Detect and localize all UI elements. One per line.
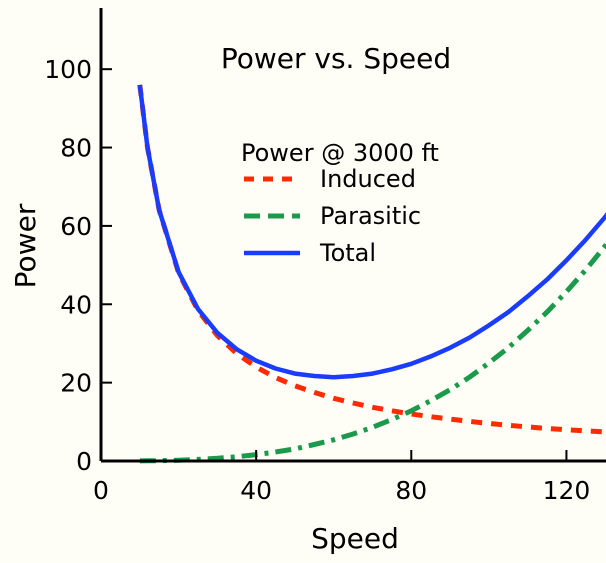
series-parasitic-line xyxy=(139,240,606,464)
chart-title: Power vs. Speed xyxy=(221,42,451,75)
legend-items: Induced Parasitic Total xyxy=(244,165,421,267)
x-tick-label: 0 xyxy=(93,476,109,505)
x-tick-label: 40 xyxy=(240,476,272,505)
axes-frame xyxy=(99,8,606,463)
x-tick-label: 80 xyxy=(395,476,427,505)
legend-label-parasitic: Parasitic xyxy=(320,202,421,230)
y-tick-label: 40 xyxy=(60,290,92,319)
legend-title: Power @ 3000 ft xyxy=(241,139,439,167)
y-tick-label: 20 xyxy=(60,369,92,398)
y-tick-label: 80 xyxy=(60,134,92,163)
legend-label-total: Total xyxy=(319,239,376,267)
legend: Power @ 3000 ft Induced Parasitic Total xyxy=(241,139,439,267)
x-axis-title: Speed xyxy=(311,522,399,555)
ticks-layer: 0 40 80 120 0 20 40 60 80 100 xyxy=(44,55,590,505)
y-tick-label: 0 xyxy=(76,447,92,476)
y-tick-label: 100 xyxy=(44,55,92,84)
y-axis-title: Power xyxy=(9,203,42,288)
series-total-line xyxy=(137,84,606,380)
y-tick-label: 60 xyxy=(60,212,92,241)
legend-label-induced: Induced xyxy=(320,165,416,193)
x-tick-label: 120 xyxy=(543,476,591,505)
series-layer xyxy=(137,84,606,464)
